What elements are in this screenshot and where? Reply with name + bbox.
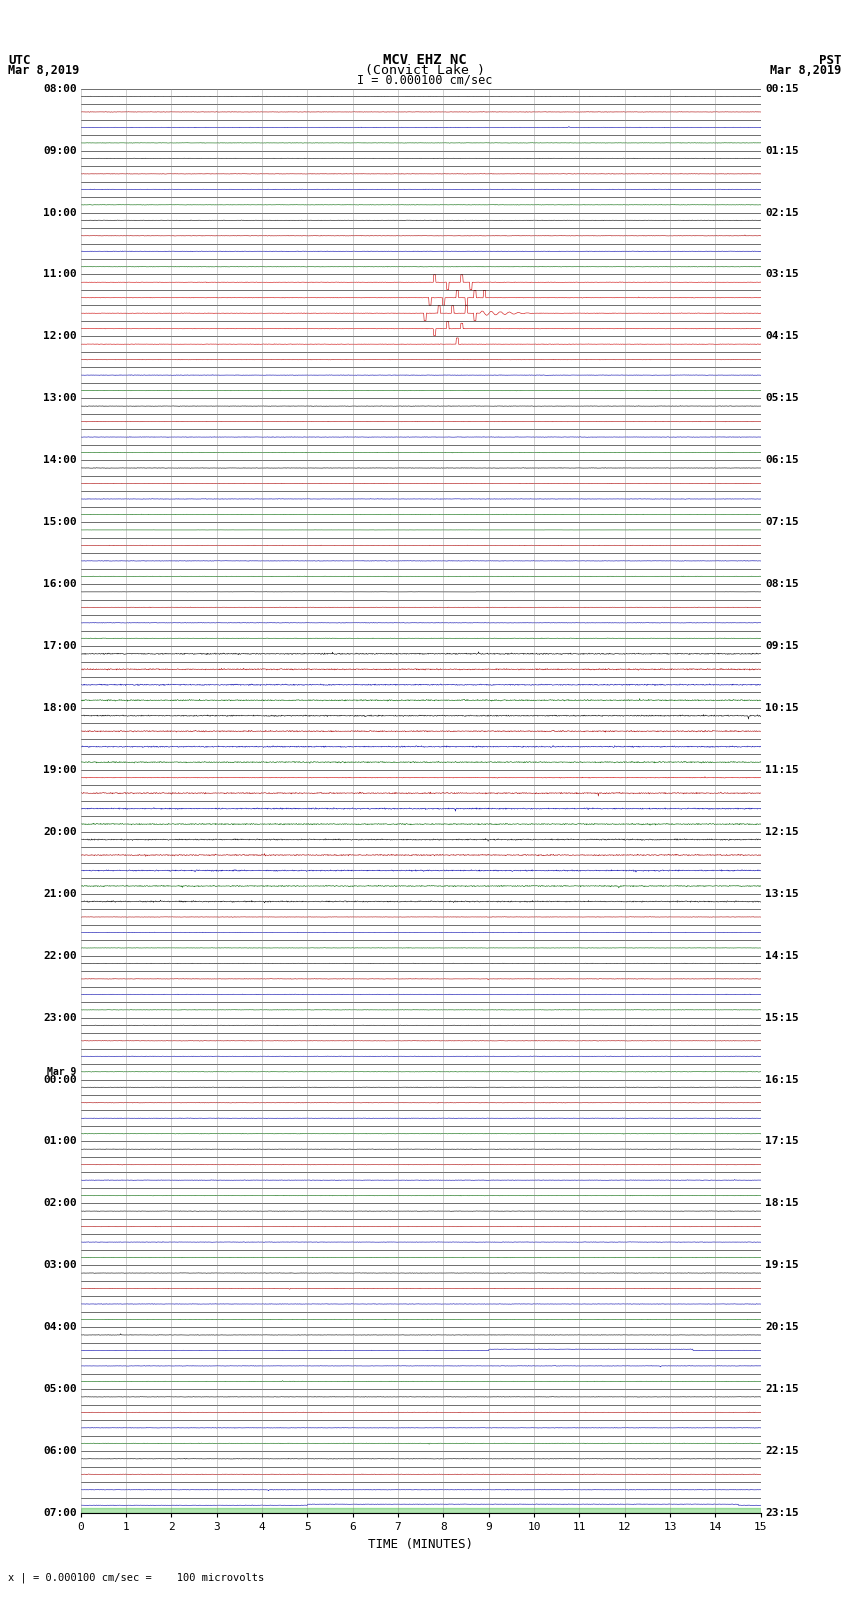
- Text: 09:00: 09:00: [43, 145, 76, 155]
- Text: 01:15: 01:15: [765, 145, 799, 155]
- Text: 22:00: 22:00: [43, 950, 76, 961]
- Text: 07:15: 07:15: [765, 518, 799, 527]
- Text: 06:00: 06:00: [43, 1447, 76, 1457]
- Text: 16:00: 16:00: [43, 579, 76, 589]
- Text: 02:15: 02:15: [765, 208, 799, 218]
- Text: PST: PST: [819, 53, 842, 68]
- Text: 04:00: 04:00: [43, 1323, 76, 1332]
- Text: 02:00: 02:00: [43, 1198, 76, 1208]
- Text: 17:00: 17:00: [43, 640, 76, 652]
- Text: MCV EHZ NC: MCV EHZ NC: [383, 53, 467, 68]
- Text: 05:15: 05:15: [765, 394, 799, 403]
- Text: 20:00: 20:00: [43, 827, 76, 837]
- Text: 13:15: 13:15: [765, 889, 799, 898]
- Text: 08:15: 08:15: [765, 579, 799, 589]
- Text: 14:15: 14:15: [765, 950, 799, 961]
- Text: 08:00: 08:00: [43, 84, 76, 94]
- Text: 01:00: 01:00: [43, 1137, 76, 1147]
- Text: 23:15: 23:15: [765, 1508, 799, 1518]
- Text: 11:15: 11:15: [765, 765, 799, 774]
- Text: x | = 0.000100 cm/sec =    100 microvolts: x | = 0.000100 cm/sec = 100 microvolts: [8, 1573, 264, 1582]
- Text: 16:15: 16:15: [765, 1074, 799, 1084]
- Text: 18:15: 18:15: [765, 1198, 799, 1208]
- Text: 00:00: 00:00: [43, 1074, 76, 1084]
- Text: 19:00: 19:00: [43, 765, 76, 774]
- Text: 20:15: 20:15: [765, 1323, 799, 1332]
- Text: 03:00: 03:00: [43, 1260, 76, 1271]
- Text: 09:15: 09:15: [765, 640, 799, 652]
- Text: 15:15: 15:15: [765, 1013, 799, 1023]
- Bar: [81, 1508, 761, 1513]
- Text: 10:15: 10:15: [765, 703, 799, 713]
- Text: 21:15: 21:15: [765, 1384, 799, 1394]
- X-axis label: TIME (MINUTES): TIME (MINUTES): [368, 1537, 473, 1550]
- Text: 06:15: 06:15: [765, 455, 799, 465]
- Text: 18:00: 18:00: [43, 703, 76, 713]
- Text: (Convict Lake ): (Convict Lake ): [365, 63, 485, 77]
- Text: 13:00: 13:00: [43, 394, 76, 403]
- Text: 03:15: 03:15: [765, 269, 799, 279]
- Text: UTC: UTC: [8, 53, 31, 68]
- Text: Mar 8,2019: Mar 8,2019: [8, 63, 80, 77]
- Text: I = 0.000100 cm/sec: I = 0.000100 cm/sec: [357, 73, 493, 87]
- Text: 05:00: 05:00: [43, 1384, 76, 1394]
- Text: 19:15: 19:15: [765, 1260, 799, 1271]
- Text: 12:15: 12:15: [765, 827, 799, 837]
- Text: 17:15: 17:15: [765, 1137, 799, 1147]
- Text: 10:00: 10:00: [43, 208, 76, 218]
- Text: Mar 8,2019: Mar 8,2019: [770, 63, 842, 77]
- Text: 14:00: 14:00: [43, 455, 76, 465]
- Text: 07:00: 07:00: [43, 1508, 76, 1518]
- Text: 21:00: 21:00: [43, 889, 76, 898]
- Text: 04:15: 04:15: [765, 331, 799, 342]
- Text: 15:00: 15:00: [43, 518, 76, 527]
- Text: Mar 9: Mar 9: [48, 1068, 76, 1077]
- Text: 23:00: 23:00: [43, 1013, 76, 1023]
- Text: 12:00: 12:00: [43, 331, 76, 342]
- Text: 11:00: 11:00: [43, 269, 76, 279]
- Text: 00:15: 00:15: [765, 84, 799, 94]
- Text: 22:15: 22:15: [765, 1447, 799, 1457]
